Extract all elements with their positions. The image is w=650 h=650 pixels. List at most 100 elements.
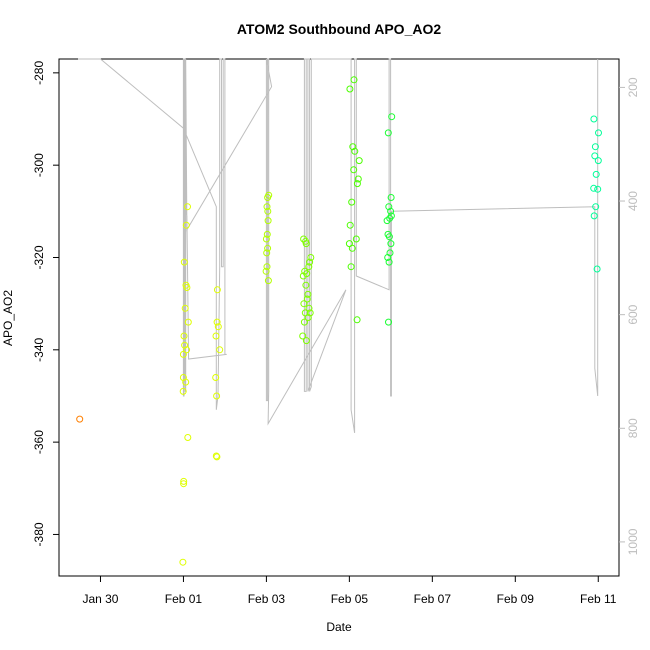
y-tick-label: -300 — [32, 153, 46, 177]
data-point — [212, 374, 220, 381]
y-tick-label: -340 — [32, 337, 46, 361]
x-axis: Jan 30 Feb 01 Feb 03 Feb 05 Feb 07 Feb 09 Feb … — [82, 576, 617, 606]
data-point — [264, 277, 272, 285]
data-point — [347, 263, 355, 271]
data-point — [264, 244, 272, 252]
data-point — [303, 270, 311, 278]
y2-tick-label: 600 — [626, 304, 640, 324]
data-point — [303, 295, 311, 303]
data-point — [386, 214, 394, 222]
x-tick-label: Feb 11 — [580, 592, 617, 606]
data-point — [180, 258, 188, 266]
data-point — [353, 180, 361, 188]
data-point — [179, 387, 187, 395]
data-point — [264, 217, 272, 225]
data-point — [302, 281, 310, 289]
x-tick-label: Feb 07 — [414, 592, 452, 606]
y2-tick-label: 800 — [626, 418, 640, 438]
data-point — [263, 249, 271, 257]
data-point — [306, 258, 314, 266]
data-point — [262, 235, 270, 243]
pressure-path-layer — [78, 58, 599, 433]
data-point — [350, 76, 358, 84]
data-point — [385, 318, 392, 326]
y-axis: -280 -300 -320 -340 -360 -380 — [32, 61, 59, 546]
data-point — [213, 453, 221, 461]
y2-tick-label: 1000 — [626, 528, 640, 555]
y-axis-label: APO_AO2 — [1, 290, 15, 346]
x-tick-label: Feb 01 — [165, 592, 203, 606]
data-point — [348, 198, 356, 206]
data-point — [181, 304, 189, 312]
data-point — [355, 157, 363, 165]
data-point — [349, 143, 357, 151]
data-point — [301, 267, 309, 275]
data-point — [387, 207, 395, 215]
data-point — [590, 184, 598, 192]
data-point — [351, 147, 359, 155]
data-point — [306, 309, 314, 317]
data-point — [300, 235, 308, 243]
data-point — [350, 166, 358, 174]
y-tick-label: -380 — [32, 522, 46, 546]
x-tick-label: Feb 03 — [248, 592, 286, 606]
data-point — [388, 113, 396, 121]
data-point — [264, 194, 272, 201]
data-point — [353, 316, 361, 324]
data-point — [592, 203, 600, 211]
data-point — [184, 203, 191, 211]
data-point — [76, 415, 84, 423]
data-point — [299, 332, 307, 340]
data-point — [180, 332, 188, 340]
data-point — [591, 143, 599, 151]
data-point — [386, 249, 394, 257]
data-point — [180, 477, 188, 485]
points-layer — [76, 76, 602, 566]
data-point — [594, 185, 602, 193]
data-point — [213, 318, 221, 326]
data-point — [595, 129, 602, 137]
data-point — [180, 480, 188, 488]
data-point — [264, 207, 272, 215]
data-point — [300, 318, 308, 326]
data-point — [184, 434, 192, 441]
data-point — [263, 263, 271, 271]
data-point — [213, 392, 221, 400]
y2-tick-label: 200 — [626, 77, 640, 97]
data-point — [387, 194, 395, 201]
plot-frame — [58, 58, 620, 577]
data-point — [183, 284, 191, 291]
data-point — [212, 332, 220, 340]
data-point — [262, 267, 270, 275]
data-point — [213, 286, 221, 294]
pressure-path-line — [78, 58, 599, 433]
data-point — [179, 350, 187, 358]
data-point — [346, 85, 354, 93]
chart-title: ATOM2 Southbound APO_AO2 — [237, 21, 442, 37]
x-tick-label: Feb 09 — [497, 592, 535, 606]
data-point — [302, 337, 310, 345]
data-point — [385, 233, 393, 241]
data-point — [592, 170, 600, 178]
data-point — [387, 240, 395, 248]
data-point — [354, 175, 362, 183]
data-point — [304, 314, 312, 321]
data-point — [182, 378, 190, 386]
y2-tick-label: 400 — [626, 191, 640, 211]
data-point — [384, 129, 392, 137]
y-tick-label: -280 — [32, 61, 46, 85]
data-point — [302, 237, 310, 245]
y-tick-label: -360 — [32, 430, 46, 454]
x-tick-label: Feb 05 — [331, 592, 369, 606]
data-point — [591, 152, 599, 160]
data-point — [594, 157, 602, 165]
data-point — [593, 265, 601, 273]
data-point — [590, 212, 598, 220]
data-point — [263, 203, 271, 211]
data-point — [352, 235, 360, 243]
data-point — [300, 300, 308, 308]
data-point — [307, 254, 315, 261]
data-point — [385, 258, 393, 266]
y2-axis: 200 400 600 800 1000 — [619, 77, 640, 555]
